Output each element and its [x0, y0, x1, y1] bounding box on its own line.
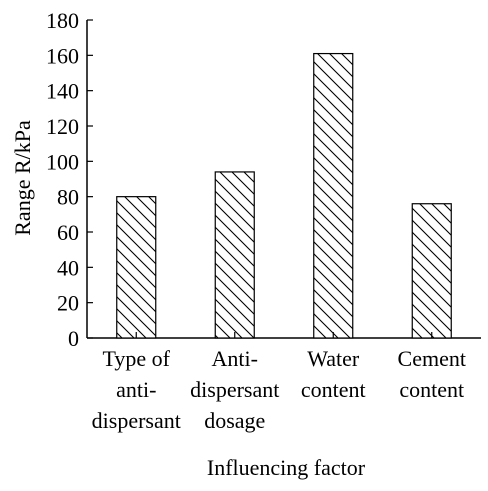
x-tick-label: Cement content	[398, 346, 466, 402]
y-tick-label: 40	[57, 255, 79, 280]
y-tick-label: 60	[57, 220, 79, 245]
x-axis-title: Influencing factor	[207, 455, 366, 480]
y-tick-label: 100	[46, 149, 79, 174]
plot-area: 0 20 40 60 80 100 120 140 160 180 Type of anti-disp…	[46, 8, 481, 433]
y-axis-title: Range R/kPa	[10, 120, 35, 236]
bar	[214, 171, 255, 339]
bar	[116, 196, 157, 339]
bar	[411, 203, 452, 339]
y-tick-label: 180	[46, 8, 79, 33]
bar	[313, 52, 354, 339]
y-tick-label: 140	[46, 79, 79, 104]
y-tick-label: 0	[68, 326, 79, 351]
y-tick-label: 80	[57, 185, 79, 210]
y-tick-label: 20	[57, 291, 79, 316]
y-tick-label: 120	[46, 114, 79, 139]
y-tick-label: 160	[46, 43, 79, 68]
x-tick-label: Water content	[301, 346, 366, 402]
x-tick-label: Anti-dispersant dosage	[190, 346, 279, 433]
x-tick-label: Type of anti-dispersant	[92, 346, 181, 433]
